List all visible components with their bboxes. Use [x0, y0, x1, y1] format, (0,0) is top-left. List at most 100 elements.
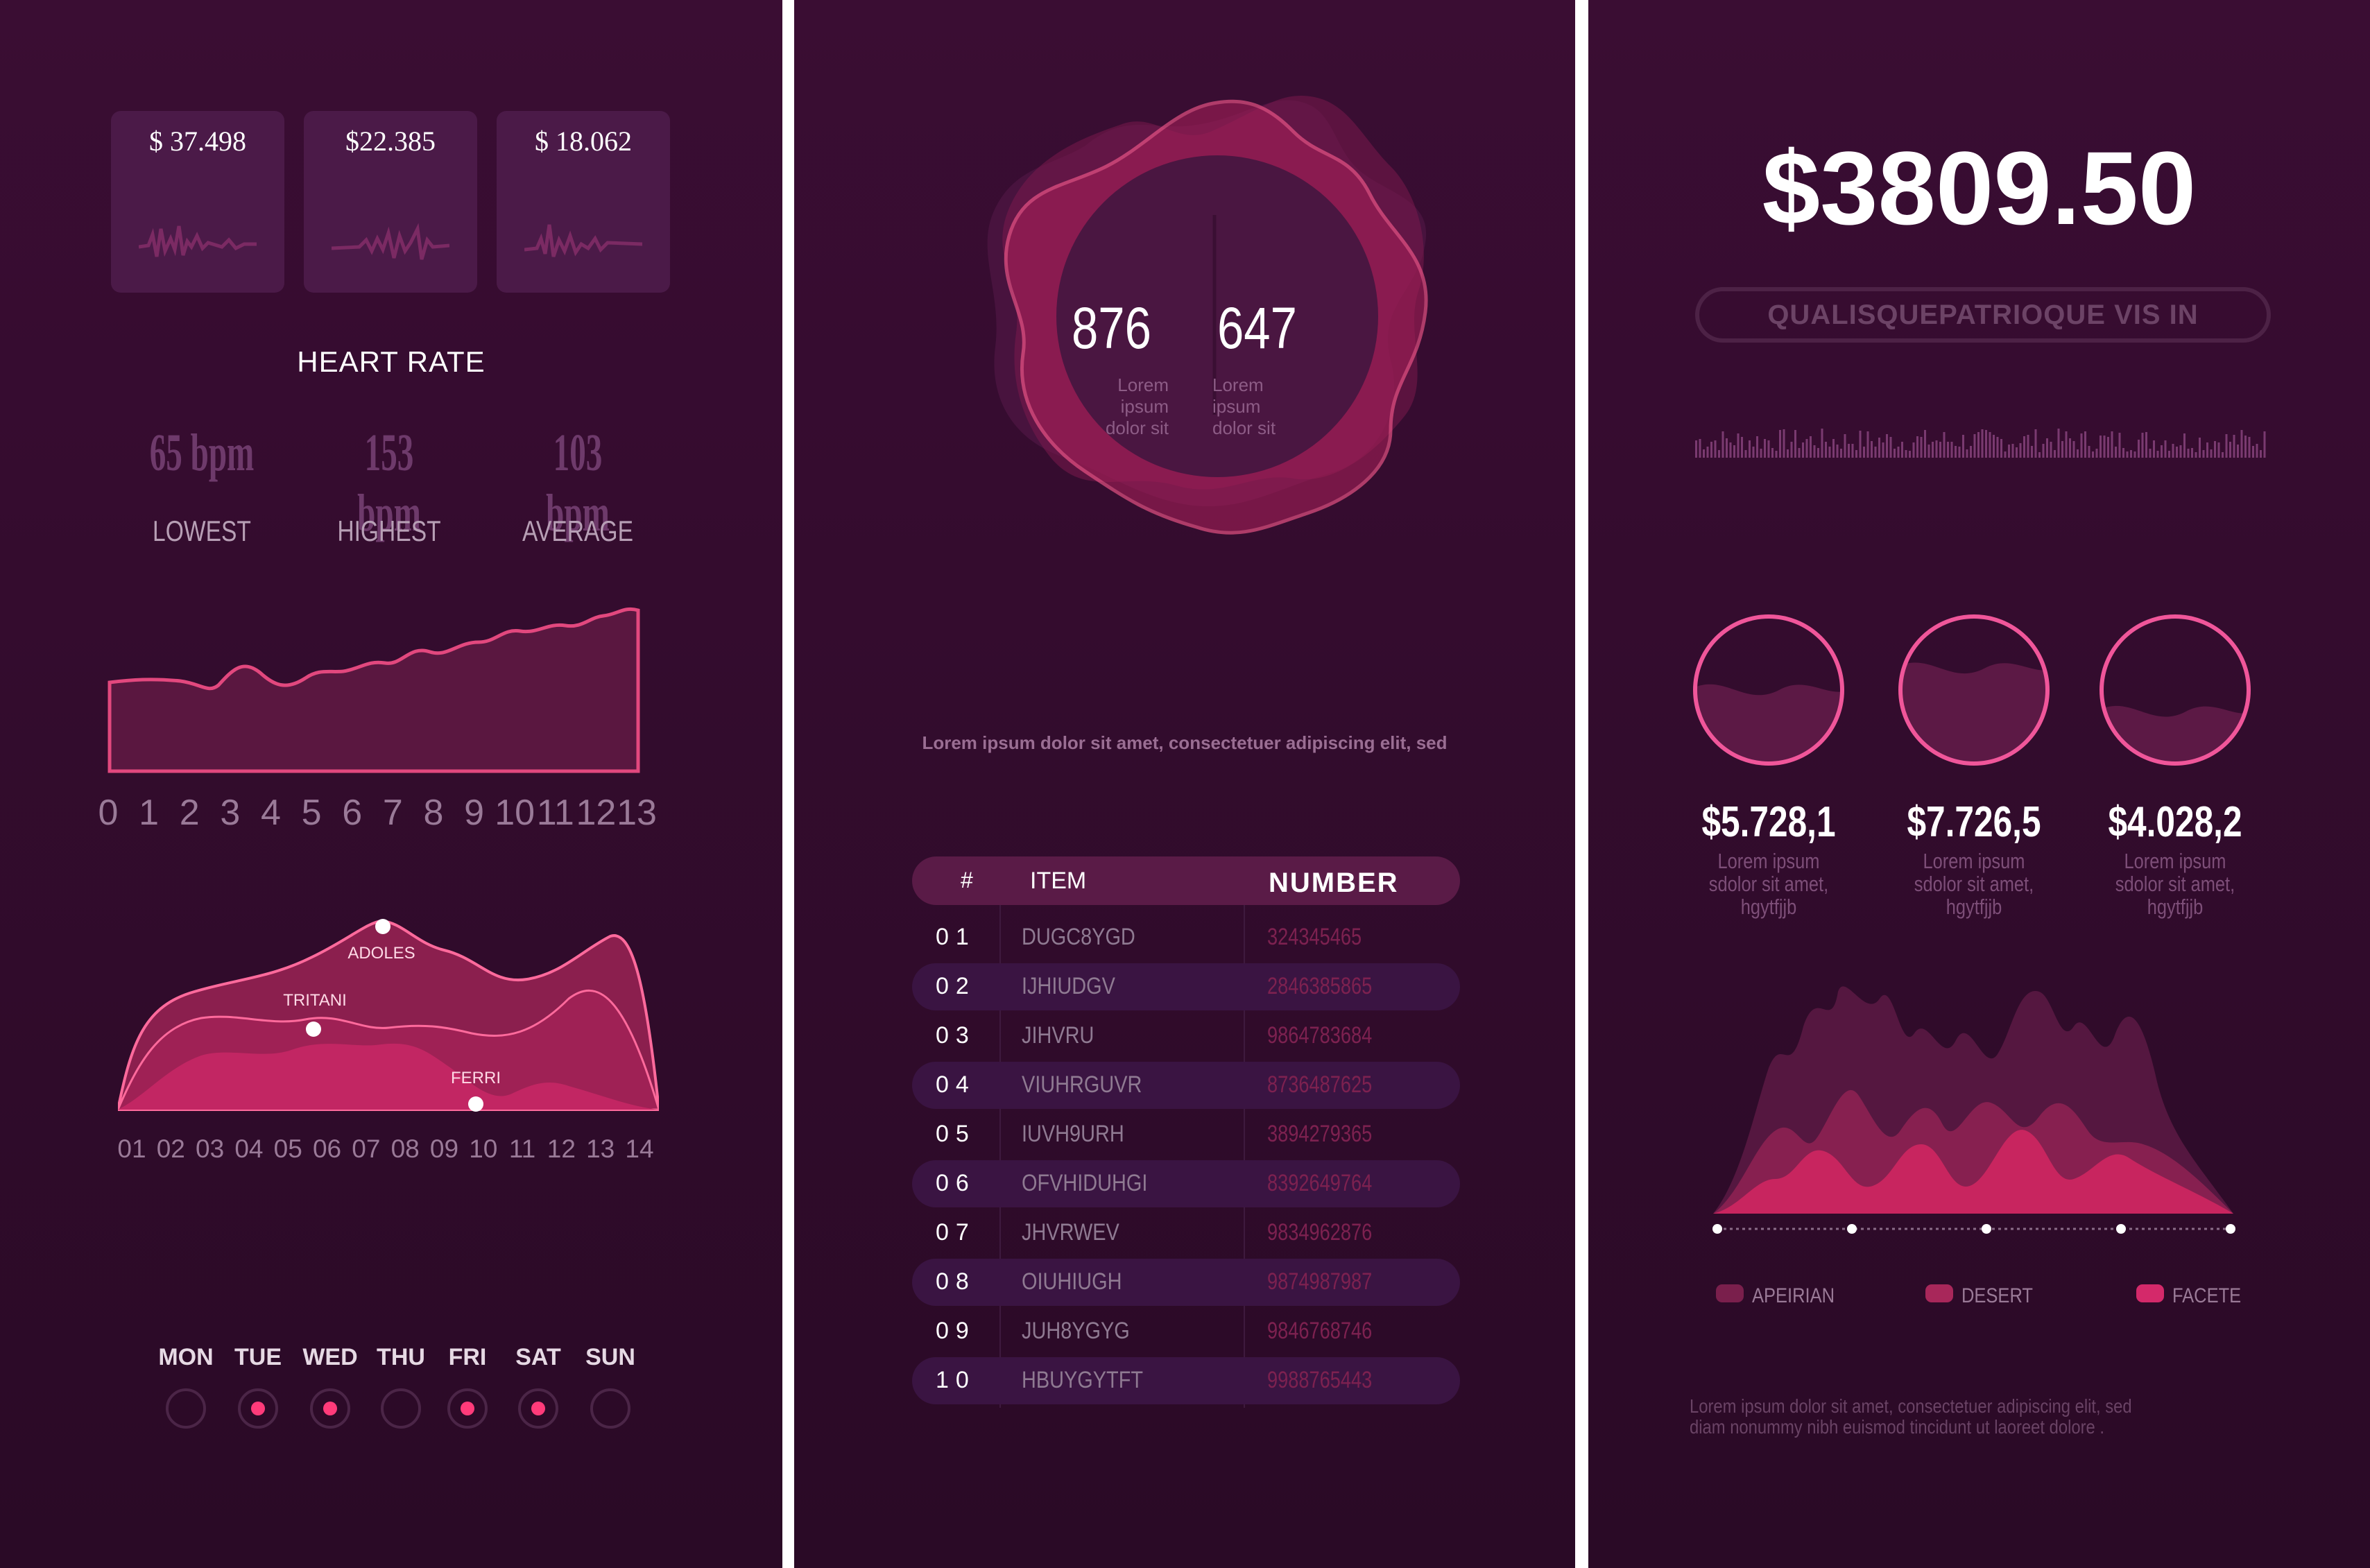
adoles-point[interactable] [375, 919, 390, 934]
spark-bar [1729, 442, 1732, 458]
table-row[interactable]: 01 DUGC8YGD 324345465 [912, 914, 1460, 961]
tagline-pill[interactable]: QUALISQUEPATRIOQUE VIS IN [1695, 287, 2271, 343]
table-row[interactable]: 02 IJHIUDGV 2846385865 [912, 963, 1460, 1010]
spark-bar [2023, 436, 2025, 458]
heart-rate-area-chart [108, 607, 640, 773]
spark-bar [1752, 447, 1755, 458]
legend-swatch [1925, 1284, 1953, 1302]
spark-bar [1787, 449, 1789, 458]
area-axis-label: 13 [617, 793, 657, 833]
spark-bar [2199, 438, 2201, 458]
day-label-sun: SUN [585, 1344, 635, 1370]
spark-bar [2046, 438, 2048, 458]
table-row[interactable]: 04 VIUHRGUVR 8736487625 [912, 1062, 1460, 1109]
highest-bpm-value: 153 bpm [357, 424, 421, 542]
spark-bar [2034, 429, 2037, 458]
spark-bar [2187, 449, 2190, 458]
day-toggle-fri[interactable] [447, 1388, 488, 1429]
spark-bar [2229, 442, 2231, 458]
table-row[interactable]: 10 HBUYGYTFT 9988765443 [912, 1357, 1460, 1404]
row-number: 3894279365 [1267, 1121, 1373, 1147]
table-row[interactable]: 09 JUH8YGYG 9846768746 [912, 1308, 1460, 1355]
spark-bar [1866, 431, 1869, 458]
legend-swatch [1716, 1284, 1744, 1302]
spark-bar [2099, 436, 2102, 458]
row-item: IUVH9URH [1022, 1121, 1124, 1147]
spark-bar [2057, 429, 2060, 458]
row-index: 04 [936, 1071, 976, 1098]
row-item: JUH8YGYG [1022, 1318, 1130, 1344]
row-number: 9874987987 [1267, 1268, 1373, 1295]
row-item: VIUHRGUVR [1022, 1071, 1142, 1098]
row-number: 324345465 [1267, 924, 1362, 950]
spark-bar [2256, 444, 2258, 458]
spark-bar [2095, 449, 2098, 458]
spark-bar [1771, 448, 1774, 458]
spark-bar [2145, 432, 2147, 458]
spark-bar [2244, 436, 2247, 458]
table-row[interactable]: 06 OFVHIDUHGI 8392649764 [912, 1160, 1460, 1207]
spark-bar [1790, 442, 1793, 458]
row-item: OFVHIDUHGI [1022, 1170, 1148, 1196]
middle-description: Lorem ipsum dolor sit amet, consectetuer… [922, 732, 1448, 753]
day-toggle-mon[interactable] [166, 1388, 206, 1429]
spark-bar [2176, 447, 2178, 458]
spark-bar [2042, 444, 2045, 458]
mountain-timeline[interactable] [1710, 1222, 2238, 1236]
spark-bar [2222, 452, 2224, 458]
day-toggle-wed[interactable] [310, 1388, 350, 1429]
spark-bar [1832, 439, 1835, 458]
spark-bar [1714, 440, 1717, 458]
spark-bar [1863, 447, 1865, 458]
spark-bar [1802, 442, 1804, 458]
spark-bar [1718, 450, 1720, 458]
spark-bar [2141, 433, 2144, 458]
row-index: 03 [936, 1022, 976, 1049]
day-toggle-tue[interactable] [238, 1388, 278, 1429]
circle-gauge[interactable] [1894, 610, 2054, 770]
spark-bar [2233, 435, 2235, 458]
spark-bar [1943, 432, 1946, 458]
spark-bar [1825, 442, 1827, 458]
stat-b-caption: Lorem ipsum dolor sit [1212, 374, 1276, 438]
table-row[interactable]: 08 OIUHIUGH 9874987987 [912, 1259, 1460, 1306]
spark-bar [2111, 431, 2113, 458]
legend-label: DESERT [1961, 1284, 2033, 1307]
table-row[interactable]: 05 IUVH9URH 3894279365 [912, 1111, 1460, 1158]
tritani-point[interactable] [306, 1022, 321, 1037]
spark-bar [1901, 442, 1903, 458]
spark-bar [2080, 433, 2083, 458]
price-card-value: $ 18.062 [535, 126, 632, 157]
spark-bar [2225, 434, 2228, 458]
table-row[interactable]: 03 JIHVRU 9864783684 [912, 1013, 1460, 1060]
circle-value: $5.728,1 [1701, 798, 1836, 846]
spark-bar [1813, 445, 1816, 458]
heart-rate-title: HEART RATE [297, 345, 486, 378]
row-index: 06 [936, 1170, 976, 1196]
price-card-2[interactable]: $22.385 [304, 111, 477, 293]
header-index: # [961, 868, 973, 893]
spark-bar [1973, 434, 1976, 458]
price-card-3[interactable]: $ 18.062 [497, 111, 670, 293]
spark-bar [1779, 430, 1781, 458]
row-index: 02 [936, 973, 976, 999]
circle-value: $4.028,2 [2108, 798, 2242, 846]
spark-bar [2206, 442, 2208, 458]
spark-bar [1981, 429, 1984, 458]
spark-bar [1733, 445, 1735, 458]
spark-bar [1760, 449, 1762, 458]
circle-caption: Lorem ipsum sdolor sit amet, hgytfjjb [2115, 849, 2235, 919]
price-card-1[interactable]: $ 37.498 [111, 111, 284, 293]
circle-gauge[interactable] [1689, 610, 1848, 770]
spark-bar [2168, 451, 2170, 458]
ferri-point[interactable] [468, 1096, 483, 1112]
day-toggle-thu[interactable] [381, 1388, 421, 1429]
spark-bar [1855, 450, 1857, 458]
day-toggle-sat[interactable] [518, 1388, 558, 1429]
spark-bar [2065, 431, 2068, 458]
day-toggle-sun[interactable] [590, 1388, 630, 1429]
row-item: JIHVRU [1022, 1022, 1094, 1049]
table-row[interactable]: 07 JHVRWEV 9834962876 [912, 1209, 1460, 1257]
wave-axis-label: 11 [508, 1135, 536, 1163]
circle-gauge[interactable] [2095, 610, 2255, 770]
